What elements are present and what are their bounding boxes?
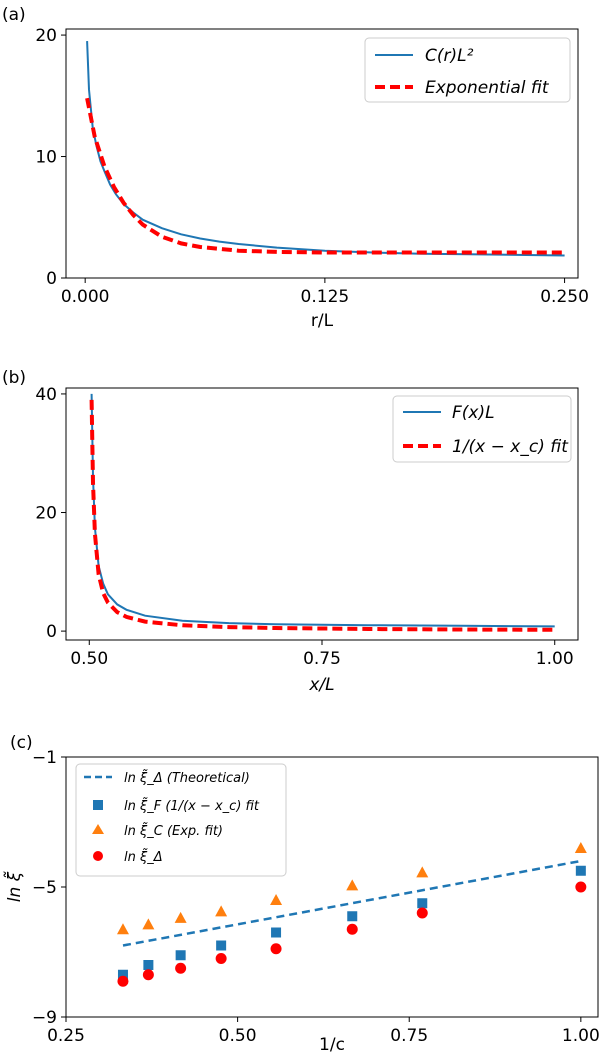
panel-c-series-3-point <box>346 879 359 891</box>
panel-c-series-4-point <box>117 975 129 987</box>
panel-a-ticks: 0.000 0.125 0.250 0 10 20 <box>35 26 589 307</box>
panel-c-series-3-point <box>416 866 429 878</box>
panel-a-ytick-label: 10 <box>35 148 57 168</box>
panel-c-series-2-point <box>347 911 358 922</box>
panel-c-legend-label-2: ln ξ̃_F (1/(x − x_c) fit <box>124 798 260 814</box>
panel-b-label: (b) <box>2 368 26 388</box>
panel-a-xtick-label: 0.125 <box>301 287 350 307</box>
panel-c-series-4-point <box>270 943 282 955</box>
panel-c-series-3-point <box>215 905 228 917</box>
panel-c-series-2-point <box>575 865 586 876</box>
panel-c-series-2-point <box>117 969 128 980</box>
panel-a-series-2-line <box>85 97 565 255</box>
panel-b-ytick-label: 0 <box>46 622 57 642</box>
panel-a-label: (a) <box>2 5 26 25</box>
panel-c-ticks: 0.25 0.50 0.75 1.00 −9 −5 −1 <box>32 748 600 1046</box>
panel-c-xlabel: 1/c <box>319 1035 345 1055</box>
panel-c-legend-label-4: ln ξ̃_Δ <box>124 849 163 865</box>
panel-c-legend-box <box>75 763 287 877</box>
panel-c-series-4-point <box>215 953 227 964</box>
panel-c-legend-swatch-3 <box>92 824 104 834</box>
panel-b-legend-label-2: 1/(x − x_c) fit <box>452 437 569 457</box>
panel-a-xtick-label: 0.250 <box>540 287 589 307</box>
panel-a-xtick-label: 0.000 <box>61 287 110 307</box>
panel-c-series-4-point <box>416 907 428 919</box>
panel-c-series-4-point <box>346 923 358 935</box>
panel-c-ylabel: ln ξ̃ <box>3 870 25 902</box>
panel-b-xlabel: x/L <box>308 675 334 695</box>
panel-b-series-2-line <box>89 399 555 632</box>
panel-a-plot <box>85 41 565 257</box>
panel-c-ytick-label: −5 <box>32 878 57 898</box>
panel-c-ytick-label: −1 <box>32 748 57 768</box>
panel-c-series-3-point <box>142 918 155 930</box>
panel-c-series-4-point <box>142 969 154 981</box>
panel-c-legend-label-3: ln ξ̃_C (Exp. fit) <box>124 823 223 839</box>
panel-a-legend: C(r)L² Exponential fit <box>364 37 571 103</box>
panel-b-ticks: 0.50 0.75 1.00 0 20 40 <box>35 385 573 669</box>
panel-c-legend-swatch-4 <box>93 851 103 861</box>
panel-c-ytick-label: −9 <box>32 1008 57 1028</box>
panel-b-ytick-label: 40 <box>35 385 57 405</box>
panel-c-series-4-point <box>175 962 187 974</box>
panel-b-ytick-label: 20 <box>35 504 57 524</box>
panel-c-plot <box>116 842 587 987</box>
panel-a-ytick-label: 20 <box>35 26 57 46</box>
panel-c-series-2-point <box>271 927 282 938</box>
panel-b: (b) 0.50 0.75 1.00 0 20 40 x/L F(x)L 1/(x − x… <box>2 368 579 695</box>
panel-c-xtick-label: 1.00 <box>562 1026 600 1046</box>
panel-c: (c) 0.25 0.50 0.75 1.00 −9 −5 −1 1/c ln ξ̃ ln … <box>3 733 600 1055</box>
panel-c-series-3-point <box>116 923 129 935</box>
panel-c-series-2-point <box>143 960 154 970</box>
panel-b-xtick-label: 1.00 <box>536 649 574 669</box>
panel-c-legend-label-1: ln ξ̃_Δ (Theoretical) <box>124 770 250 786</box>
panel-a: (a) 0.000 0.125 0.250 0 10 20 r/L C(r)L² Expo… <box>2 5 589 331</box>
panel-b-xtick-label: 0.50 <box>70 649 108 669</box>
panel-a-legend-label-2: Exponential fit <box>425 78 550 98</box>
panel-c-xtick-label: 0.25 <box>47 1026 85 1046</box>
panel-a-xlabel: r/L <box>311 311 334 331</box>
panel-c-legend-swatch-2 <box>93 800 103 810</box>
panel-c-series-2-point <box>417 898 428 909</box>
panel-c-label: (c) <box>10 733 33 753</box>
panel-c-legend: ln ξ̃_Δ (Theoretical) ln ξ̃_F (1/(x − x_… <box>75 763 287 877</box>
panel-a-axes-frame <box>65 28 579 279</box>
panel-a-ytick-label: 0 <box>46 269 57 289</box>
panel-b-legend: F(x)L 1/(x − x_c) fit <box>392 395 572 463</box>
panel-c-series-2-point <box>216 940 227 951</box>
panel-b-xtick-label: 0.75 <box>303 649 341 669</box>
panel-c-series-3-point <box>270 894 283 905</box>
panel-b-legend-label-1: F(x)L <box>452 403 495 423</box>
panel-c-xtick-label: 0.75 <box>390 1026 428 1046</box>
panel-c-series-3-point <box>574 842 587 853</box>
panel-c-series-2-point <box>175 950 186 961</box>
panel-c-series-4-point <box>575 881 587 893</box>
panel-a-legend-box <box>364 37 571 103</box>
panel-b-plot <box>89 393 555 632</box>
panel-a-legend-label-1: C(r)L² <box>425 46 474 66</box>
panel-c-series-3-point <box>174 911 187 923</box>
panel-c-xtick-label: 0.50 <box>219 1026 257 1046</box>
